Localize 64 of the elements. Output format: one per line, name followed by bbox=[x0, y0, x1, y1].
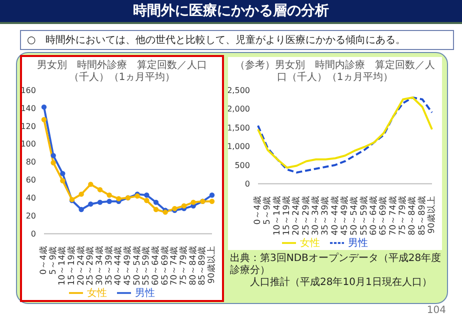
x-tick-label: 40～44歳 bbox=[112, 246, 124, 286]
x-tick-label: 30～34歳 bbox=[94, 246, 105, 286]
y-tick-label: 500 bbox=[234, 160, 250, 170]
x-tick-label: 20～24歳 bbox=[290, 196, 302, 236]
source-note: 出典：第3回NDBオープンデータ（平成28年度診療分） bbox=[230, 253, 442, 276]
y-tick-label: 0 bbox=[30, 230, 36, 239]
x-tick-label: 75～79歳 bbox=[178, 246, 189, 286]
y-tick-label: 2,000 bbox=[227, 104, 250, 114]
x-tick-label: 85～89歳 bbox=[196, 246, 208, 286]
x-tick-label: 30～34歳 bbox=[310, 196, 321, 236]
y-tick-label: 20 bbox=[26, 212, 36, 221]
x-tick-label: 0～4歳 bbox=[252, 196, 263, 225]
x-tick-label: 15～19歳 bbox=[66, 246, 77, 286]
x-tick-label: 65～69歳 bbox=[378, 196, 389, 236]
text: ○ 時間外においては、他の世代と比較して、児童がより医療にかかる傾向にある。 bbox=[20, 30, 454, 50]
x-tick-label: 65～69歳 bbox=[159, 246, 170, 286]
x-tick-label: 40～44歳 bbox=[329, 196, 340, 236]
x-tick-label: 50～54歳 bbox=[131, 246, 142, 286]
x-tick-label: 80～84歳 bbox=[187, 246, 198, 286]
x-tick-label: 70～74歳 bbox=[387, 196, 398, 236]
x-tick-label: 0～4歳 bbox=[38, 246, 49, 275]
x-tick-label: 35～39歳 bbox=[103, 246, 114, 286]
x-tick-label: 55～59歳 bbox=[358, 196, 370, 236]
y-tick-label: 140 bbox=[20, 104, 36, 113]
y-tick-label: 120 bbox=[20, 122, 36, 131]
x-tick-label: 75～79歳 bbox=[397, 196, 408, 236]
y-tick-label: 2,500 bbox=[227, 86, 250, 95]
x-tick-label: 35～39歳 bbox=[320, 196, 331, 236]
x-tick-label: 45～49歳 bbox=[339, 196, 350, 236]
x-tick-label: 20～24歳 bbox=[75, 246, 86, 286]
x-tick-label: 5～9歳 bbox=[262, 196, 273, 225]
x-tick-label: 5～9歳 bbox=[47, 246, 58, 275]
x-tick-label: 10～14歳 bbox=[56, 246, 68, 286]
y-tick-label: 1,500 bbox=[227, 123, 250, 132]
x-tick-label: 60～64歳 bbox=[150, 246, 161, 286]
text: 時間外に医療にかかる層の分析 bbox=[0, 0, 462, 24]
x-tick-label: 55～59歳 bbox=[140, 246, 152, 286]
y-tick-label: 60 bbox=[26, 176, 36, 185]
legend-label: 女性 bbox=[87, 288, 107, 299]
x-tick-label: 45～49歳 bbox=[122, 246, 133, 286]
chart-title: （参考）男女別 時間内診療 算定回数／人口（千人）（1ヵ月平均） bbox=[234, 58, 436, 84]
x-tick-label: 85～89歳 bbox=[416, 196, 428, 236]
x-tick-label: 90歳以上 bbox=[426, 196, 437, 234]
legend-label: 男性 bbox=[348, 238, 368, 249]
x-tick-label: 50～54歳 bbox=[348, 196, 360, 236]
text: 104 bbox=[426, 305, 446, 316]
y-tick-label: 40 bbox=[26, 194, 36, 203]
x-tick-label: 10～14歳 bbox=[271, 196, 282, 236]
text: 人口推計（平成28年10月1日現在人口） bbox=[249, 277, 433, 289]
chart-title: 男女別 時間外診療 算定回数／人口（千人）（1ヵ月平均） bbox=[36, 58, 208, 84]
x-tick-label: 25～29歳 bbox=[84, 246, 96, 286]
x-tick-label: 25～29歳 bbox=[300, 196, 312, 236]
legend-label: 男性 bbox=[135, 288, 155, 299]
y-tick-label: 100 bbox=[20, 140, 36, 149]
y-tick-label: 160 bbox=[20, 86, 36, 95]
x-tick-label: 60～64歳 bbox=[368, 196, 379, 236]
x-tick-label: 90歳以上 bbox=[206, 246, 217, 284]
x-tick-label: 70～74歳 bbox=[168, 246, 180, 286]
legend-label: 女性 bbox=[300, 238, 320, 249]
y-tick-label: 1,000 bbox=[227, 142, 250, 152]
x-tick-label: 15～19歳 bbox=[281, 196, 292, 236]
y-tick-label: 80 bbox=[26, 158, 36, 167]
y-tick-label: 0 bbox=[244, 180, 250, 189]
x-tick-label: 80～84歳 bbox=[406, 196, 418, 236]
